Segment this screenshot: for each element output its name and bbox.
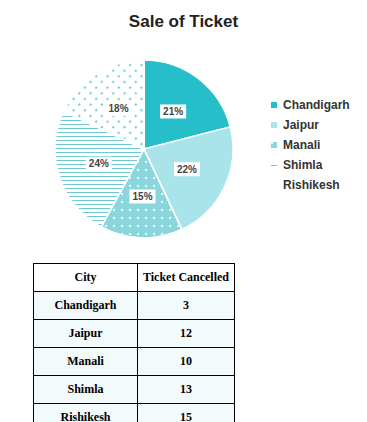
html-text:12: 12 (180, 326, 192, 340)
html-text:3: 3 (183, 298, 189, 312)
svg-text:Manali: Manali (283, 138, 320, 152)
html-text:13: 13 (180, 382, 192, 396)
svg-text:22%: 22% (177, 164, 197, 175)
html-text:Ticket Cancelled: Ticket Cancelled (142, 270, 229, 284)
html-text:Chandigarh: Chandigarh (54, 298, 117, 312)
html-text:10: 10 (180, 354, 192, 368)
svg-text:Sale of Ticket: Sale of Ticket (129, 12, 239, 31)
svg-text:Jaipur: Jaipur (283, 118, 319, 132)
svg-text:15%: 15% (133, 191, 153, 202)
html-text:Shimla: Shimla (67, 382, 104, 396)
svg-text:Rishikesh: Rishikesh (283, 178, 340, 192)
svg-text:21%: 21% (163, 106, 183, 117)
svg-text:Chandigarh: Chandigarh (283, 98, 350, 112)
html-text:City: City (74, 270, 97, 284)
svg-text:18%: 18% (109, 103, 129, 114)
html-text:Manali: Manali (67, 354, 104, 368)
html-text:Jaipur: Jaipur (68, 326, 103, 340)
svg-text:Shimla: Shimla (283, 158, 323, 172)
svg-text:24%: 24% (89, 158, 109, 169)
